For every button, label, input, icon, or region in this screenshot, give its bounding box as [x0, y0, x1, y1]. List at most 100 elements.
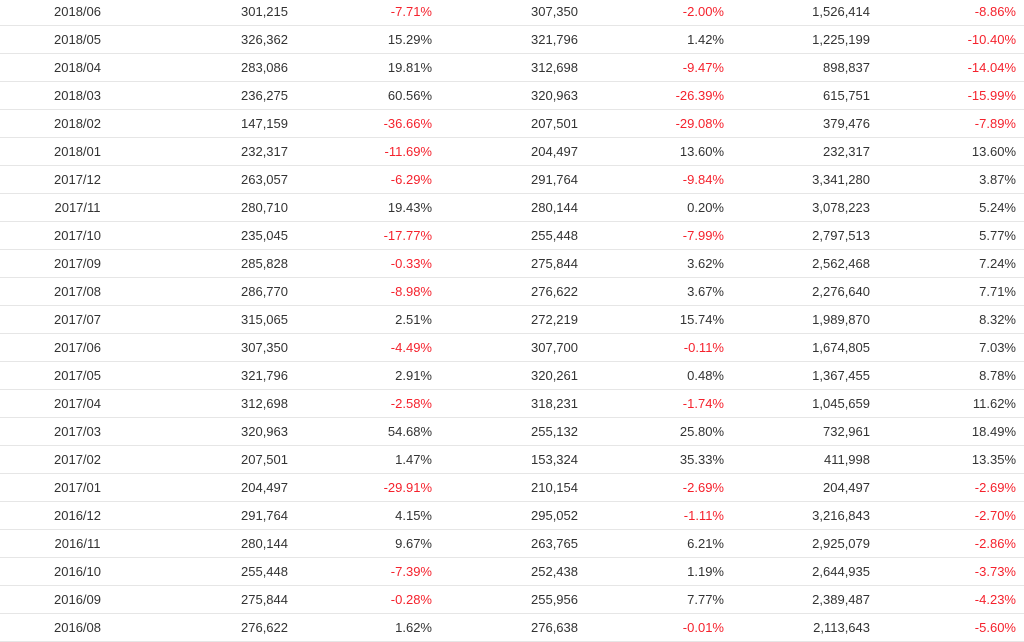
prior-volume-cell: 275,844: [531, 256, 578, 271]
volume-change-cell: -7.71%: [390, 4, 432, 19]
month-cell: 2017/04: [54, 396, 101, 411]
volume-cell: 320,963: [241, 424, 288, 439]
volume-change-cell: -11.69%: [384, 144, 432, 159]
prior-volume-cell: 318,231: [531, 396, 578, 411]
volume-cell: 207,501: [241, 452, 288, 467]
cumulative-change-cell: -10.40%: [967, 32, 1016, 47]
table-row: 2017/06 307,350 -4.49% 307,700 -0.11% 1,674,8…: [0, 334, 1024, 362]
prior-change-cell: 0.20%: [687, 200, 724, 215]
volume-change-cell: 2.51%: [395, 312, 432, 327]
volume-cell: 301,215: [241, 4, 288, 19]
prior-volume-cell: 210,154: [531, 480, 578, 495]
month-cell: 2017/09: [54, 256, 101, 271]
month-cell: 2017/10: [54, 228, 101, 243]
month-cell: 2017/11: [54, 200, 101, 215]
table-row: 2017/02 207,501 1.47% 153,324 35.33% 411,998 1…: [0, 446, 1024, 474]
prior-volume-cell: 207,501: [531, 116, 578, 131]
cumulative-change-cell: -15.99%: [967, 88, 1016, 103]
prior-change-cell: 0.48%: [687, 368, 724, 383]
prior-change-cell: -7.99%: [682, 228, 724, 243]
prior-change-cell: -1.74%: [682, 396, 724, 411]
prior-volume-cell: 320,963: [531, 88, 578, 103]
prior-change-cell: 15.74%: [679, 312, 724, 327]
cumulative-cell: 411,998: [823, 452, 870, 467]
volume-cell: 276,622: [241, 620, 288, 635]
volume-change-cell: 54.68%: [387, 424, 432, 439]
volume-cell: 307,350: [241, 340, 288, 355]
table-row: 2017/05 321,796 2.91% 320,261 0.48% 1,367,455…: [0, 362, 1024, 390]
table-row: 2017/10 235,045 -17.77% 255,448 -7.99% 2,797,…: [0, 222, 1024, 250]
prior-change-cell: -29.08%: [675, 116, 724, 131]
table-row: 2016/08 276,622 1.62% 276,638 -0.01% 2,113,64…: [0, 614, 1024, 642]
volume-cell: 283,086: [241, 60, 288, 75]
volume-cell: 232,317: [241, 144, 288, 159]
cumulative-change-cell: 8.32%: [979, 312, 1016, 327]
month-cell: 2017/07: [54, 312, 101, 327]
cumulative-change-cell: -2.86%: [974, 536, 1016, 551]
volume-cell: 285,828: [241, 256, 288, 271]
cumulative-cell: 2,925,079: [812, 536, 870, 551]
volume-cell: 312,698: [241, 396, 288, 411]
cumulative-cell: 2,113,643: [813, 620, 870, 635]
table-row: 2017/08 286,770 -8.98% 276,622 3.67% 2,276,64…: [0, 278, 1024, 306]
cumulative-change-cell: -2.70%: [974, 508, 1016, 523]
cumulative-cell: 1,526,414: [812, 4, 870, 19]
prior-change-cell: -2.69%: [682, 480, 724, 495]
month-cell: 2018/04: [54, 60, 101, 75]
cumulative-cell: 1,989,870: [812, 312, 870, 327]
table-row: 2016/12 291,764 4.15% 295,052 -1.11% 3,216,84…: [0, 502, 1024, 530]
prior-volume-cell: 252,438: [531, 564, 578, 579]
prior-volume-cell: 255,448: [531, 228, 578, 243]
volume-change-cell: -6.29%: [390, 172, 432, 187]
cumulative-change-cell: 8.78%: [979, 368, 1016, 383]
cumulative-change-cell: -7.89%: [974, 116, 1016, 131]
cumulative-cell: 3,216,843: [812, 508, 870, 523]
table-row: 2017/12 263,057 -6.29% 291,764 -9.84% 3,341,2…: [0, 166, 1024, 194]
month-cell: 2017/12: [54, 172, 101, 187]
volume-change-cell: 9.67%: [395, 536, 432, 551]
cumulative-cell: 2,797,513: [812, 228, 870, 243]
volume-change-cell: 1.62%: [395, 620, 432, 635]
cumulative-change-cell: 18.49%: [971, 424, 1016, 439]
cumulative-cell: 204,497: [823, 480, 870, 495]
prior-volume-cell: 307,350: [531, 4, 578, 19]
month-cell: 2017/08: [54, 284, 101, 299]
cumulative-change-cell: -5.60%: [974, 620, 1016, 635]
prior-change-cell: 1.42%: [687, 32, 724, 47]
table-row: 2018/04 283,086 19.81% 312,698 -9.47% 898,837…: [0, 54, 1024, 82]
volume-change-cell: 2.91%: [395, 368, 432, 383]
table-row: 2018/05 326,362 15.29% 321,796 1.42% 1,225,19…: [0, 26, 1024, 54]
volume-cell: 326,362: [241, 32, 288, 47]
month-cell: 2016/09: [54, 592, 101, 607]
prior-change-cell: -2.00%: [682, 4, 724, 19]
month-cell: 2017/01: [54, 480, 101, 495]
prior-change-cell: 25.80%: [679, 424, 724, 439]
volume-cell: 280,144: [241, 536, 288, 551]
prior-volume-cell: 280,144: [531, 200, 578, 215]
volume-cell: 286,770: [241, 284, 288, 299]
prior-change-cell: 13.60%: [679, 144, 724, 159]
volume-cell: 204,497: [241, 480, 288, 495]
cumulative-cell: 898,837: [823, 60, 870, 75]
prior-change-cell: 3.67%: [687, 284, 724, 299]
volume-change-cell: 19.43%: [387, 200, 432, 215]
volume-cell: 236,275: [241, 88, 288, 103]
cumulative-cell: 1,045,659: [812, 396, 870, 411]
prior-change-cell: -9.47%: [682, 60, 724, 75]
cumulative-cell: 2,389,487: [812, 592, 870, 607]
volume-change-cell: 4.15%: [395, 508, 432, 523]
table-row: 2016/09 275,844 -0.28% 255,956 7.77% 2,389,48…: [0, 586, 1024, 614]
month-cell: 2017/06: [54, 340, 101, 355]
volume-cell: 280,710: [241, 200, 288, 215]
month-cell: 2016/11: [54, 536, 101, 551]
volume-change-cell: 19.81%: [387, 60, 432, 75]
month-cell: 2017/05: [54, 368, 101, 383]
prior-volume-cell: 321,796: [531, 32, 578, 47]
cumulative-change-cell: 13.60%: [971, 144, 1016, 159]
prior-change-cell: 7.77%: [687, 592, 724, 607]
prior-volume-cell: 312,698: [531, 60, 578, 75]
cumulative-cell: 732,961: [823, 424, 870, 439]
volume-cell: 263,057: [241, 172, 288, 187]
